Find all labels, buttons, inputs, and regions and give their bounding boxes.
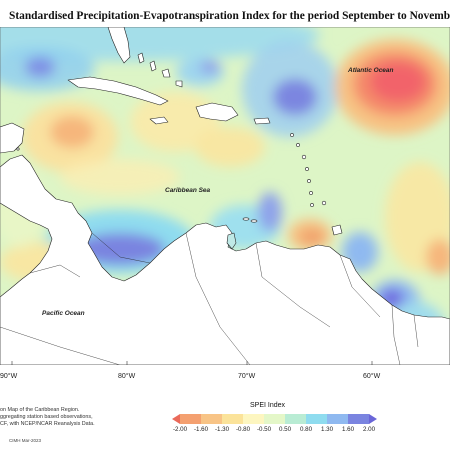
- hispaniola: [195, 102, 239, 122]
- legend-tick-label: -0.80: [235, 426, 251, 433]
- longitude-ticks: [11, 361, 373, 365]
- legend-swatch: [327, 414, 349, 424]
- label-pacific-ocean: Pacific Ocean: [42, 310, 85, 317]
- legend-colorbar: [172, 414, 377, 424]
- lesser-antilles: [290, 133, 327, 207]
- legend-tick-label: -2.00: [172, 426, 188, 433]
- abc-islands: [242, 217, 258, 223]
- label-caribbean-sea: Caribbean Sea: [165, 187, 211, 194]
- credit: CIMH Mar-2023: [9, 438, 42, 443]
- legend-tick-label: -1.60: [193, 426, 209, 433]
- pacific-islet: [16, 147, 20, 151]
- lon-label-80w: 80°W: [118, 373, 136, 380]
- label-atlantic-ocean: Atlantic Ocean: [347, 67, 394, 74]
- legend-swatch: [180, 414, 202, 424]
- legend-swatch-max: [369, 414, 377, 424]
- note-line-3: CF, with NCEP/NCAR Reanalysis Data.: [0, 421, 95, 427]
- legend-title: SPEI Index: [250, 402, 286, 409]
- lake-maracaibo: [226, 232, 237, 250]
- spei-map: Atlantic Ocean Caribbean Sea Pacific Oce…: [0, 27, 450, 365]
- legend-swatch: [285, 414, 307, 424]
- legend-tick-label: 0.80: [299, 426, 313, 433]
- puerto-rico: [253, 117, 271, 125]
- lon-label-70w: 70°W: [238, 373, 256, 380]
- legend-swatch: [243, 414, 265, 424]
- legend-tick-label: -0.50: [256, 426, 272, 433]
- bahamas: [137, 52, 183, 88]
- jamaica: [149, 116, 169, 125]
- legend-swatch: [348, 414, 370, 424]
- yucatan-peninsula: [0, 122, 25, 154]
- legend-tick-label: 2.00: [362, 426, 376, 433]
- country-borders: [0, 232, 419, 365]
- central-south-america: [0, 154, 450, 365]
- lon-label-90w: 90°W: [0, 373, 18, 380]
- lon-label-60w: 60°W: [363, 373, 381, 380]
- legend-tick-label: 0.50: [278, 426, 292, 433]
- note-line-1: on Map of the Caribbean Region.: [0, 407, 80, 413]
- map-title: Standardised Precipitation-Evapotranspir…: [9, 10, 450, 22]
- legend-swatch: [222, 414, 244, 424]
- legend-swatch-min: [172, 414, 180, 424]
- legend-tick-label: -1.30: [214, 426, 230, 433]
- trinidad: [331, 224, 343, 236]
- legend-swatch: [264, 414, 286, 424]
- land-masses: [0, 27, 450, 365]
- legend-tick-label: 1.30: [320, 426, 334, 433]
- legend-swatch: [306, 414, 328, 424]
- legend-tick-label: 1.60: [341, 426, 355, 433]
- legend-swatch: [201, 414, 223, 424]
- note-line-2: ggregating station based observations,: [0, 414, 93, 420]
- florida: [107, 27, 131, 64]
- cuba: [67, 76, 169, 106]
